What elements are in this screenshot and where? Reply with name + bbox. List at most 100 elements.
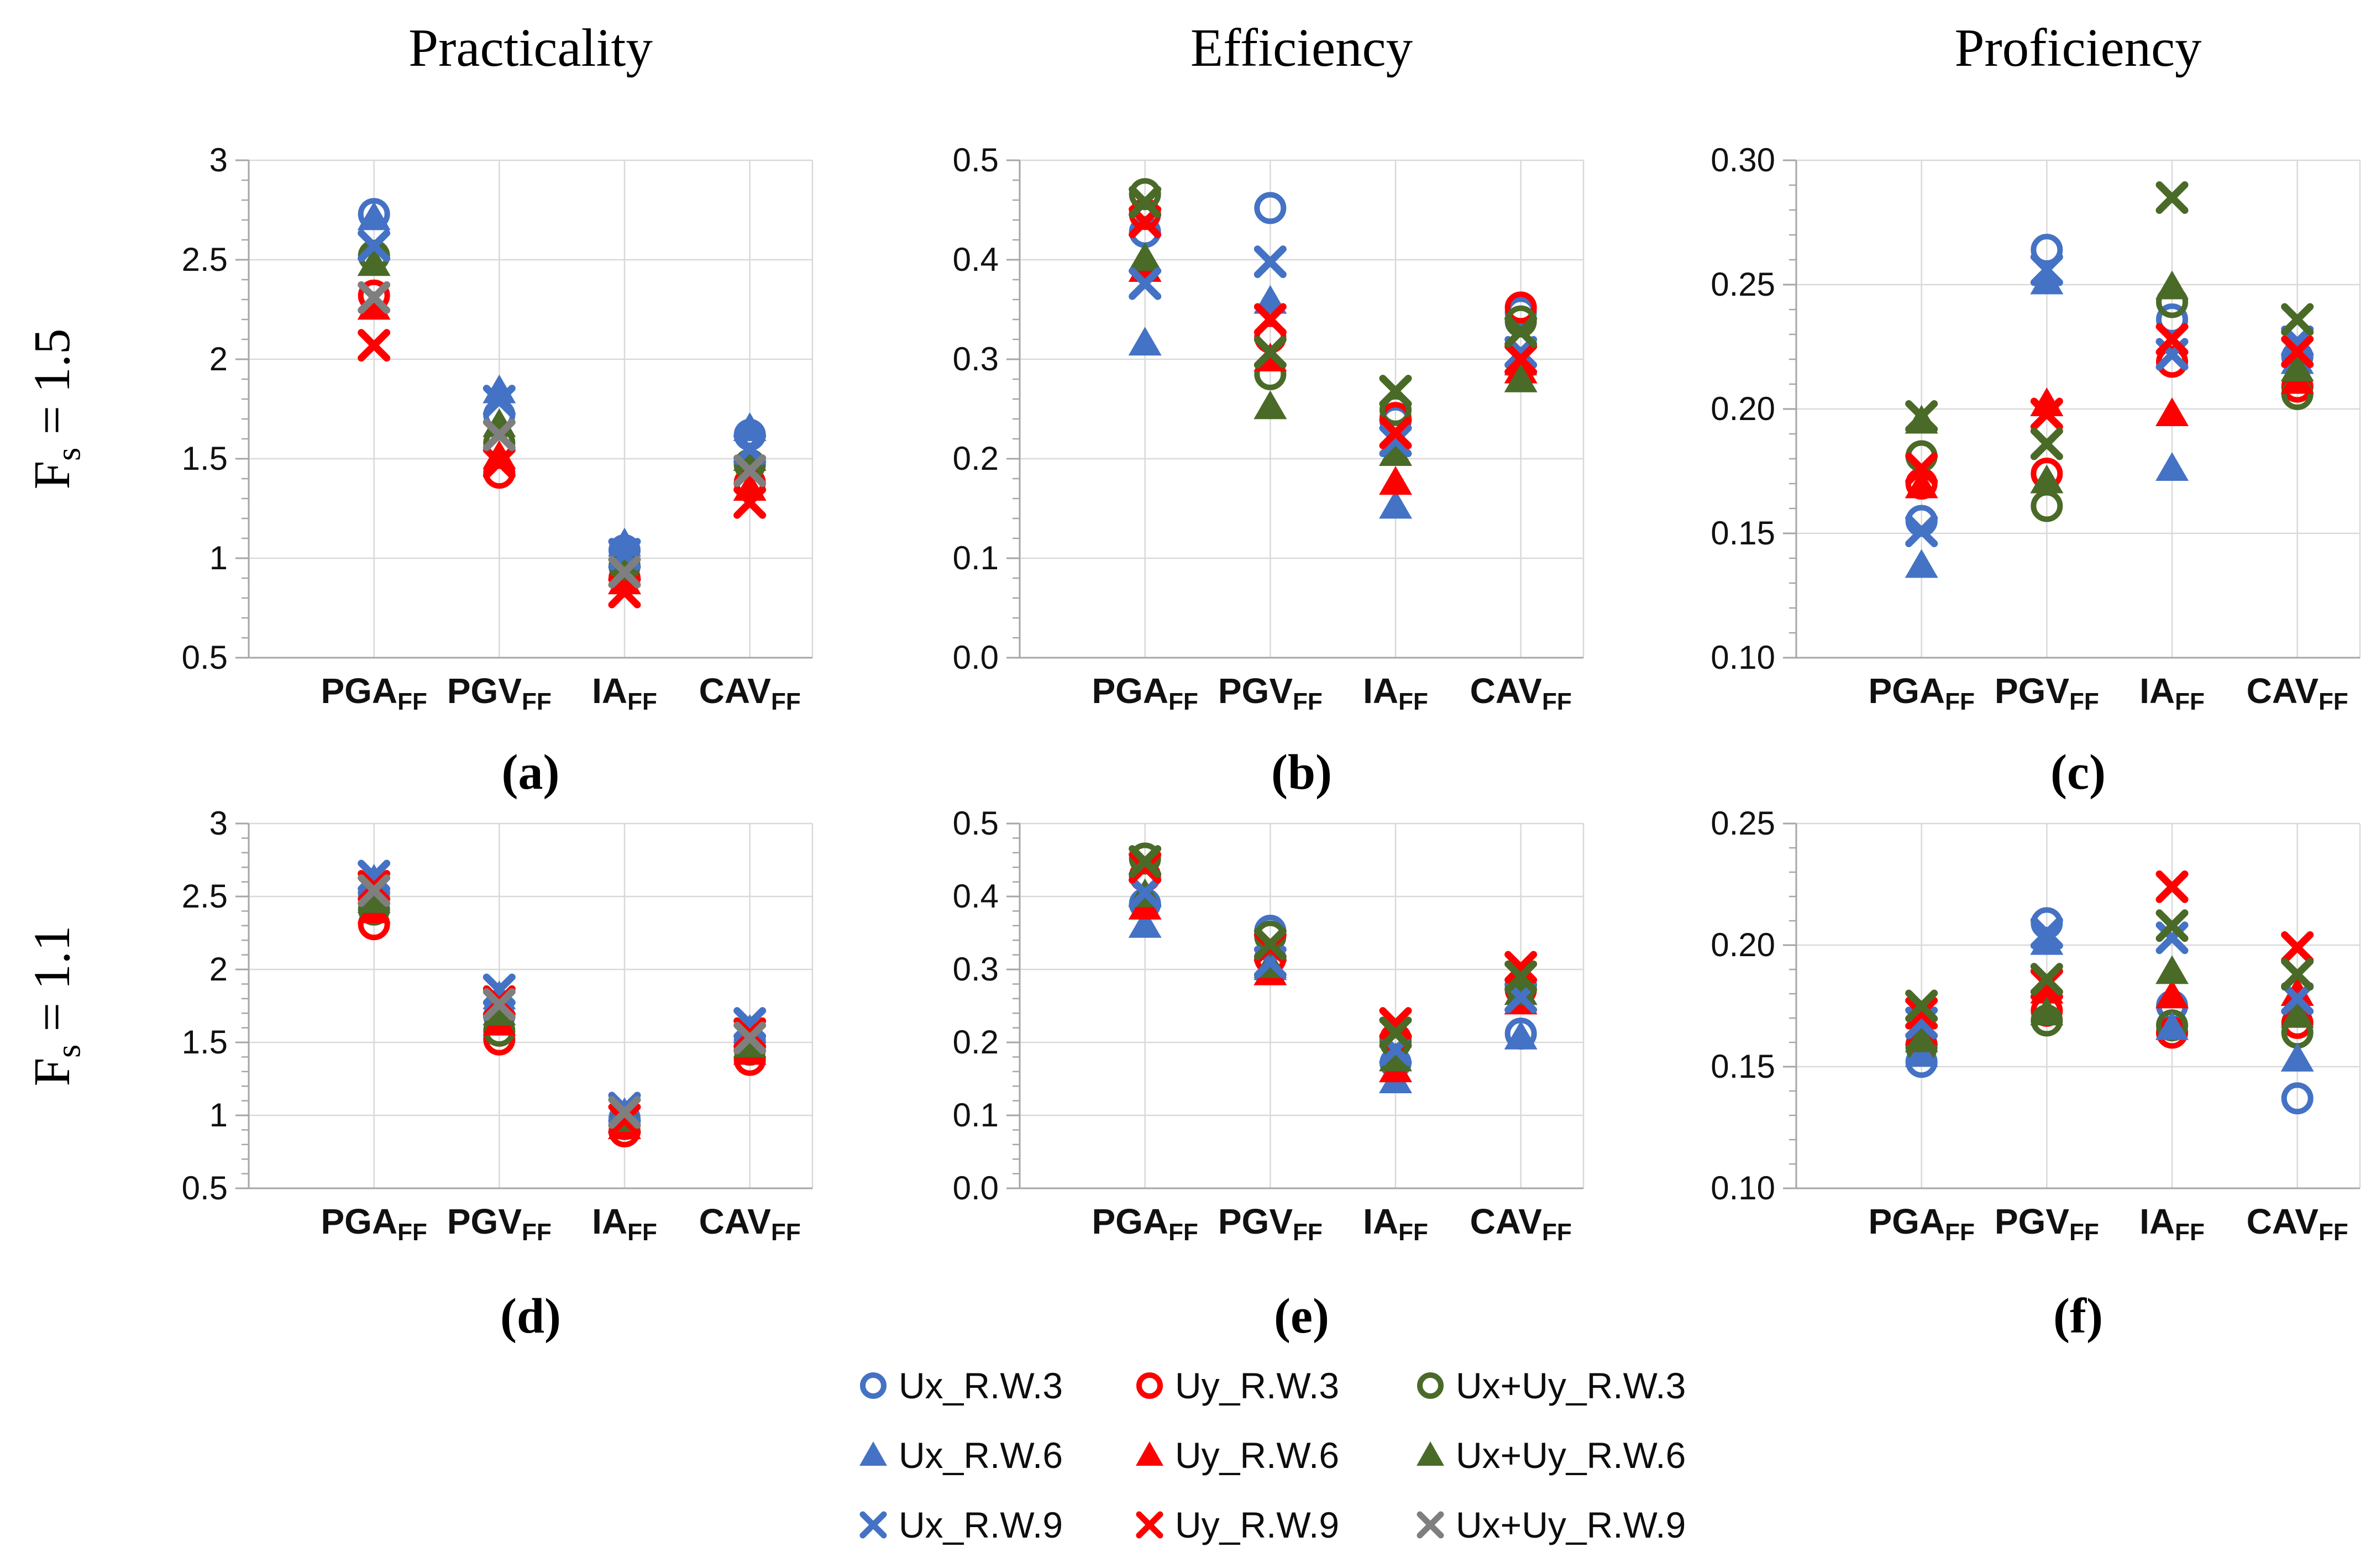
data-point-triangle — [2155, 1011, 2189, 1040]
data-point-x — [482, 988, 516, 1021]
x-category-label: PGVFF — [1995, 671, 2099, 715]
data-point-triangle — [2280, 977, 2314, 1006]
data-point-x — [482, 385, 516, 418]
y-tick-label: 0.15 — [1711, 515, 1775, 552]
data-point-circle — [2281, 1082, 2314, 1115]
legend-item-Ux_R.W.3: Ux_R.W.3 — [856, 1361, 1063, 1410]
data-point-triangle — [2280, 1042, 2314, 1072]
data-point-x — [2281, 931, 2314, 964]
legend-item-label: Ux_R.W.3 — [899, 1365, 1063, 1406]
axes — [1006, 159, 1583, 659]
legend-item-label: Ux+Uy_R.W.9 — [1456, 1504, 1686, 1545]
legend-marker-triangle-icon — [1136, 1441, 1163, 1466]
y-tick-label: 1.5 — [182, 440, 228, 477]
y-tick-label: 0.5 — [953, 805, 999, 842]
legend-triangle-glyph — [859, 1441, 887, 1466]
y-tick-label: 2 — [209, 951, 228, 988]
y-tick-label: 0.10 — [1711, 1170, 1775, 1207]
tick-labels: 3 2.5 2 1.5 1 0.5 PGAFF PGVFF IAFF CAVFF — [182, 141, 801, 715]
legend-circle-glyph — [1136, 1372, 1163, 1399]
data-point-x — [1129, 876, 1162, 909]
data-point-x — [1253, 245, 1287, 279]
legend-marker-triangle-icon — [859, 1441, 887, 1466]
legend-item-Ux+Uy_R.W.6: Ux+Uy_R.W.6 — [1413, 1430, 1686, 1480]
data-point-x — [2281, 335, 2314, 368]
legend-triangle-glyph — [1417, 1441, 1444, 1466]
data-point-triangle — [1253, 390, 1287, 419]
data-point-triangle — [1905, 1023, 1938, 1052]
axes — [1006, 822, 1583, 1189]
data-point-x — [1905, 997, 1938, 1030]
data-point-x — [1379, 1007, 1412, 1040]
axes — [235, 159, 812, 659]
x-category-label: PGAFF — [321, 671, 427, 715]
y-tick-label: 2 — [209, 340, 228, 377]
tick-labels: 0.25 0.20 0.15 0.10 PGAFF PGVFF IAFF CAVFF — [1711, 805, 2348, 1246]
data-point-triangle — [482, 440, 516, 469]
y-tick-label: 0.5 — [182, 1170, 228, 1207]
legend-triangle-glyph — [1136, 1441, 1163, 1466]
tick-labels: 0.5 0.4 0.3 0.2 0.1 0.0 PGAFF PGVFF IAFF CAVFF — [953, 805, 1572, 1246]
data-point-x — [482, 418, 516, 452]
panel-letter-d: (d) — [500, 1289, 561, 1344]
legend-circle-glyph — [1417, 1372, 1444, 1399]
data-point-x — [2281, 326, 2314, 358]
data-point-triangle — [1905, 469, 1938, 499]
y-tick-label: 1 — [209, 1097, 228, 1134]
x-category-label: PGVFF — [1218, 671, 1323, 715]
gridlines — [1796, 822, 2361, 1189]
data-point-x — [2155, 870, 2189, 903]
data-point-x — [2281, 958, 2314, 991]
y-tick-label: 0.20 — [1711, 390, 1775, 427]
axes — [235, 822, 812, 1189]
x-category-label: PGAFF — [321, 1202, 427, 1246]
legend-marker-x-icon — [859, 1511, 887, 1539]
legend-marker-x-icon — [1417, 1511, 1444, 1539]
data-point-triangle — [2030, 997, 2064, 1026]
data-point-triangle — [608, 552, 641, 580]
tick-labels: 3 2.5 2 1.5 1 0.5 PGAFF PGVFF IAFF CAVFF — [182, 805, 801, 1246]
y-tick-label: 1 — [209, 539, 228, 576]
data-point-x — [1504, 960, 1538, 993]
gridlines — [249, 159, 814, 659]
x-category-label: IAFF — [2139, 671, 2205, 715]
data-point-circle — [1254, 192, 1287, 224]
data-point-x — [482, 446, 516, 479]
data-point-x — [608, 1096, 641, 1129]
legend-item-label: Uy_R.W.6 — [1175, 1435, 1340, 1476]
y-tick-label: 0.5 — [953, 141, 999, 179]
legend-marker-circle-icon — [1417, 1372, 1444, 1399]
panel-letter-c: (c) — [2050, 745, 2106, 800]
data-point-x — [1905, 452, 1938, 485]
data-point-x — [1379, 375, 1412, 408]
y-tick-label: 2.5 — [182, 878, 228, 915]
legend-item-Uy_R.W.9: Uy_R.W.9 — [1132, 1500, 1339, 1550]
data-point-triangle — [1905, 549, 1938, 578]
y-tick-label: 0.0 — [953, 1170, 999, 1207]
data-points — [357, 198, 767, 609]
data-point-x — [1905, 400, 1938, 433]
data-point-triangle — [733, 412, 767, 441]
legend-item-label: Ux_R.W.9 — [899, 1504, 1063, 1545]
legend-x-glyph — [1136, 1511, 1163, 1539]
y-tick-label: 0.10 — [1711, 639, 1775, 676]
data-point-x — [1905, 989, 1938, 1022]
data-point-triangle — [1379, 437, 1412, 466]
x-category-label: IAFF — [592, 1202, 657, 1246]
y-tick-label: 3 — [209, 141, 228, 179]
x-category-label: IAFF — [1363, 671, 1428, 715]
data-point-x — [2155, 909, 2189, 942]
legend-item-Uy_R.W.3: Uy_R.W.3 — [1132, 1361, 1339, 1410]
data-point-circle — [2156, 345, 2188, 378]
data-point-x — [2155, 323, 2189, 356]
data-point-triangle — [2030, 265, 2064, 295]
chart-panel-c: 0.30 0.25 0.20 0.15 0.10 PGAFF PGVFF IAFF CAVFF — [1711, 141, 2361, 715]
data-point-triangle — [2155, 270, 2189, 300]
column-title-practicality: Practicality — [408, 18, 653, 77]
legend-item-Ux+Uy_R.W.9: Ux+Uy_R.W.9 — [1413, 1500, 1686, 1550]
data-point-x — [1905, 515, 1938, 547]
data-points — [1128, 842, 1538, 1093]
data-point-x — [608, 1103, 641, 1136]
data-point-x — [2030, 253, 2063, 286]
legend-x-glyph — [859, 1511, 887, 1539]
